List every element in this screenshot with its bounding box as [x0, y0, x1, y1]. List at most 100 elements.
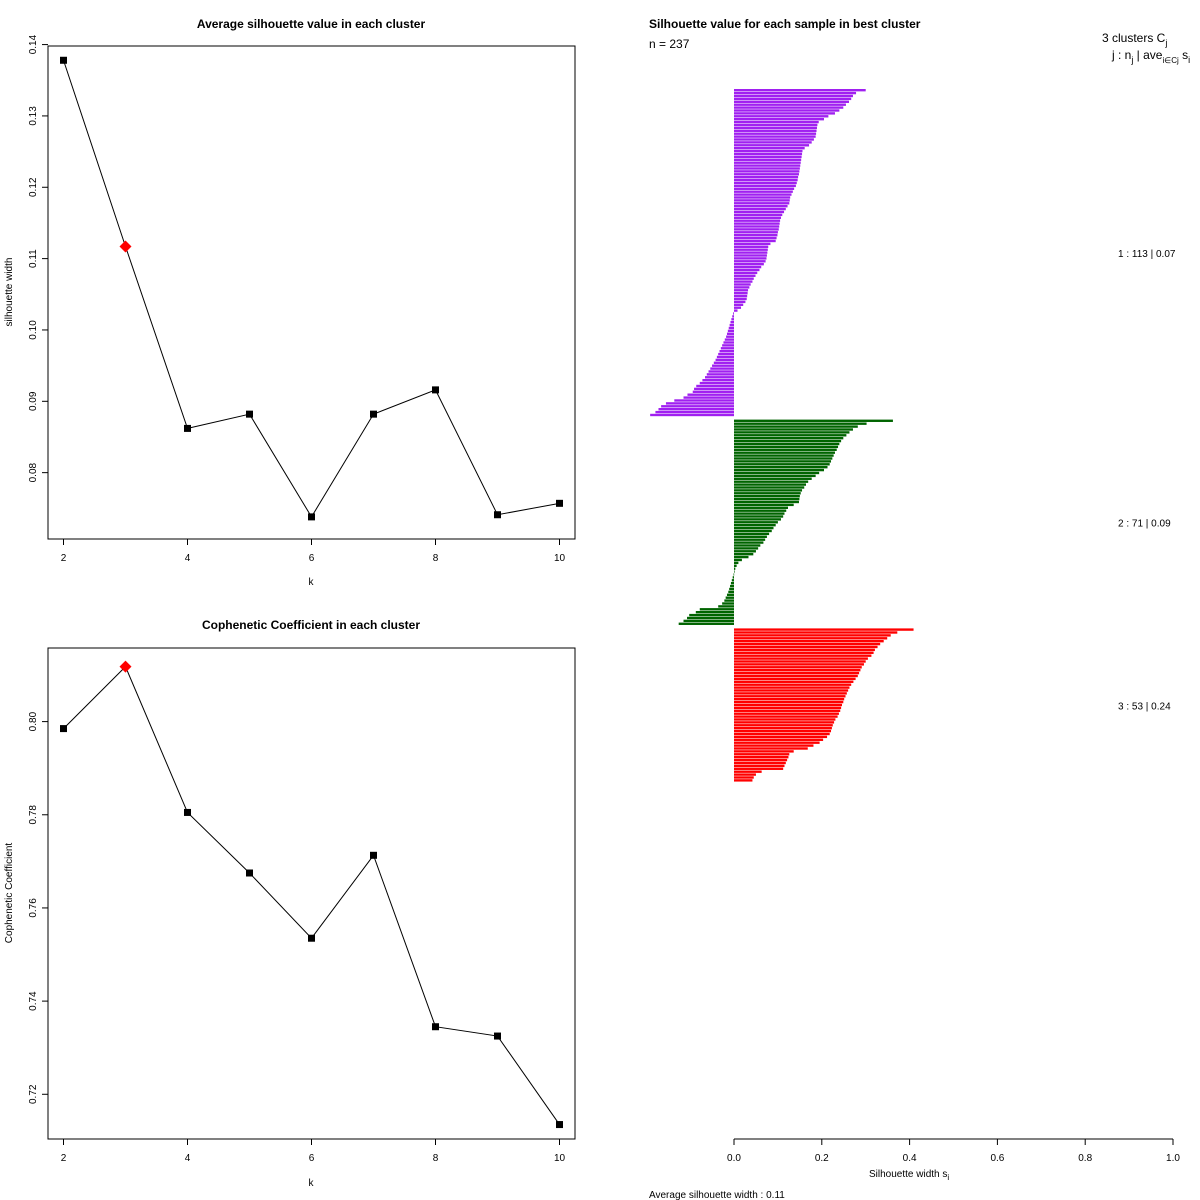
- silhouette-bar-cluster-1: [734, 89, 866, 92]
- silhouette-bar-cluster-1: [706, 373, 734, 376]
- silhouette-bar-cluster-3: [734, 715, 838, 718]
- silhouette-bar-cluster-1: [683, 396, 734, 399]
- avg-silhouette-ytick-label: 0.12: [28, 177, 39, 197]
- avg-silhouette-data-point: [370, 410, 377, 418]
- silhouette-bar-cluster-1: [734, 132, 817, 135]
- avg-silhouette-data-point: [494, 511, 501, 519]
- silhouette-bar-cluster-3: [734, 744, 814, 747]
- silhouette-bar-cluster-1: [734, 286, 750, 289]
- avg-silhouette-ytick-label: 0.08: [28, 462, 39, 482]
- silhouette-bar-cluster-3: [734, 761, 786, 765]
- silhouette-bar-cluster-1: [734, 280, 753, 283]
- silhouette-bar-cluster-2: [734, 474, 816, 478]
- silhouette-bar-cluster-1: [734, 141, 812, 144]
- silhouette-bar-cluster-1: [665, 402, 734, 405]
- silhouette-bar-cluster-3: [734, 703, 842, 707]
- silhouette-bar-cluster-2: [734, 463, 830, 466]
- silhouette-bar-cluster-2: [734, 521, 778, 524]
- silhouette-bar-cluster-3: [734, 669, 861, 672]
- silhouette-bar-cluster-1: [726, 332, 734, 335]
- silhouette-bar-cluster-2: [734, 425, 858, 428]
- silhouette-bar-cluster-3: [734, 640, 884, 643]
- legend-header-sub-j: j: [1164, 38, 1167, 48]
- silhouette-bar-cluster-1: [734, 271, 758, 275]
- silhouette-bar-cluster-1: [734, 190, 793, 193]
- silhouette-bar-cluster-3: [734, 770, 762, 773]
- silhouette-bar-cluster-2: [734, 495, 800, 498]
- silhouette-bar-cluster-3: [734, 695, 846, 698]
- silhouette-xtick-label: 1.0: [1166, 1153, 1180, 1164]
- cophenetic-data-point: [556, 1121, 563, 1129]
- silhouette-bar-cluster-3: [734, 718, 836, 721]
- silhouette-bar-cluster-3: [734, 779, 753, 782]
- cophenetic-data-point: [494, 1032, 501, 1040]
- silhouette-bar-cluster-1: [734, 109, 840, 112]
- silhouette-bar-cluster-1: [661, 405, 734, 408]
- silhouette-bar-cluster-1: [705, 376, 734, 379]
- silhouette-xtick-label: 0.0: [727, 1153, 741, 1164]
- silhouette-bar-cluster-2: [734, 468, 824, 472]
- cophenetic-data-point: [308, 934, 315, 942]
- silhouette-bar-cluster-1: [713, 361, 734, 364]
- silhouette-bar-cluster-2: [731, 579, 734, 582]
- silhouette-bar-cluster-2: [734, 567, 736, 570]
- silhouette-bar-cluster-3: [734, 654, 872, 657]
- silhouette-bar-cluster-2: [734, 544, 761, 547]
- avg-silhouette-ytick-label: 0.09: [28, 391, 39, 411]
- silhouette-xtick-label: 0.2: [815, 1153, 829, 1164]
- silhouette-bar-cluster-1: [734, 265, 762, 269]
- silhouette-bar-cluster-2: [730, 582, 734, 585]
- silhouette-bar-cluster-1: [734, 181, 797, 185]
- silhouette-bar-cluster-1: [734, 303, 744, 306]
- silhouette-bar-cluster-2: [734, 492, 801, 495]
- avg-silhouette-ytick-label: 0.10: [28, 320, 39, 340]
- silhouette-bar-cluster-3: [734, 637, 888, 640]
- avg-silhouette-xtick-label: 6: [309, 553, 315, 564]
- silhouette-bar-cluster-3: [734, 764, 785, 768]
- silhouette-bar-cluster-3: [734, 700, 844, 704]
- avg-silhouette-ytick-label: 0.14: [28, 34, 39, 54]
- silhouette-bar-cluster-1: [734, 231, 778, 234]
- silhouette-bar-cluster-1: [734, 236, 777, 240]
- silhouette-bar-cluster-1: [734, 309, 738, 312]
- cluster-legend-header: 3 clusters Cj j : nj | avei∈Cj si: [1102, 31, 1190, 65]
- silhouette-bar-title: Silhouette value for each sample in best…: [649, 17, 921, 31]
- cophenetic-xtick-label: 2: [61, 1153, 67, 1164]
- silhouette-bar-cluster-3: [734, 663, 864, 666]
- silhouette-bar-cluster-3: [734, 634, 891, 637]
- silhouette-bar-cluster-1: [734, 251, 768, 254]
- silhouette-xtick-label: 0.8: [1078, 1153, 1092, 1164]
- silhouette-bar-cluster-1: [655, 410, 734, 414]
- silhouette-bar-cluster-2: [734, 486, 805, 489]
- silhouette-bar-cluster-1: [734, 274, 756, 277]
- silhouette-bar-cluster-1: [734, 268, 760, 272]
- silhouette-bar-cluster-1: [734, 187, 795, 190]
- silhouette-bar-cluster-1: [720, 347, 734, 350]
- cophenetic-xtick-label: 6: [309, 1153, 315, 1164]
- silhouette-bar-cluster-2: [734, 550, 756, 553]
- avg-silhouette-data-point: [432, 386, 439, 394]
- silhouette-bar-cluster-2: [734, 535, 767, 538]
- legend-header-j-n: j : n: [1111, 48, 1131, 62]
- silhouette-bar-cluster-3: [734, 666, 862, 669]
- silhouette-bar-cluster-1: [702, 379, 734, 382]
- cophenetic-ylabel: Cophenetic Coefficient: [4, 843, 15, 944]
- silhouette-bar-cluster-1: [734, 152, 803, 156]
- silhouette-bar-cluster-3: [734, 767, 784, 770]
- silhouette-bar-cluster-2: [732, 576, 734, 579]
- silhouette-bar-cluster-1: [734, 225, 780, 228]
- silhouette-bar-cluster-2: [718, 605, 734, 608]
- silhouette-bar-cluster-1: [734, 213, 783, 217]
- silhouette-bar-cluster-2: [734, 558, 742, 562]
- silhouette-bar-cluster-2: [734, 526, 774, 530]
- silhouette-bar-cluster-1: [734, 106, 844, 109]
- silhouette-bar-cluster-2: [734, 515, 784, 518]
- cluster-1-summary-label: 1 : 113 | 0.07: [1118, 249, 1176, 260]
- silhouette-bar-cluster-2: [734, 471, 820, 475]
- avg-silhouette-data-point: [246, 410, 253, 418]
- silhouette-bar-cluster-1: [734, 292, 748, 295]
- cophenetic-ytick-label: 0.80: [28, 711, 39, 731]
- silhouette-bar-cluster-3: [734, 686, 850, 689]
- silhouette-bar-cluster-1: [694, 387, 734, 391]
- silhouette-bar-cluster-1: [658, 408, 734, 411]
